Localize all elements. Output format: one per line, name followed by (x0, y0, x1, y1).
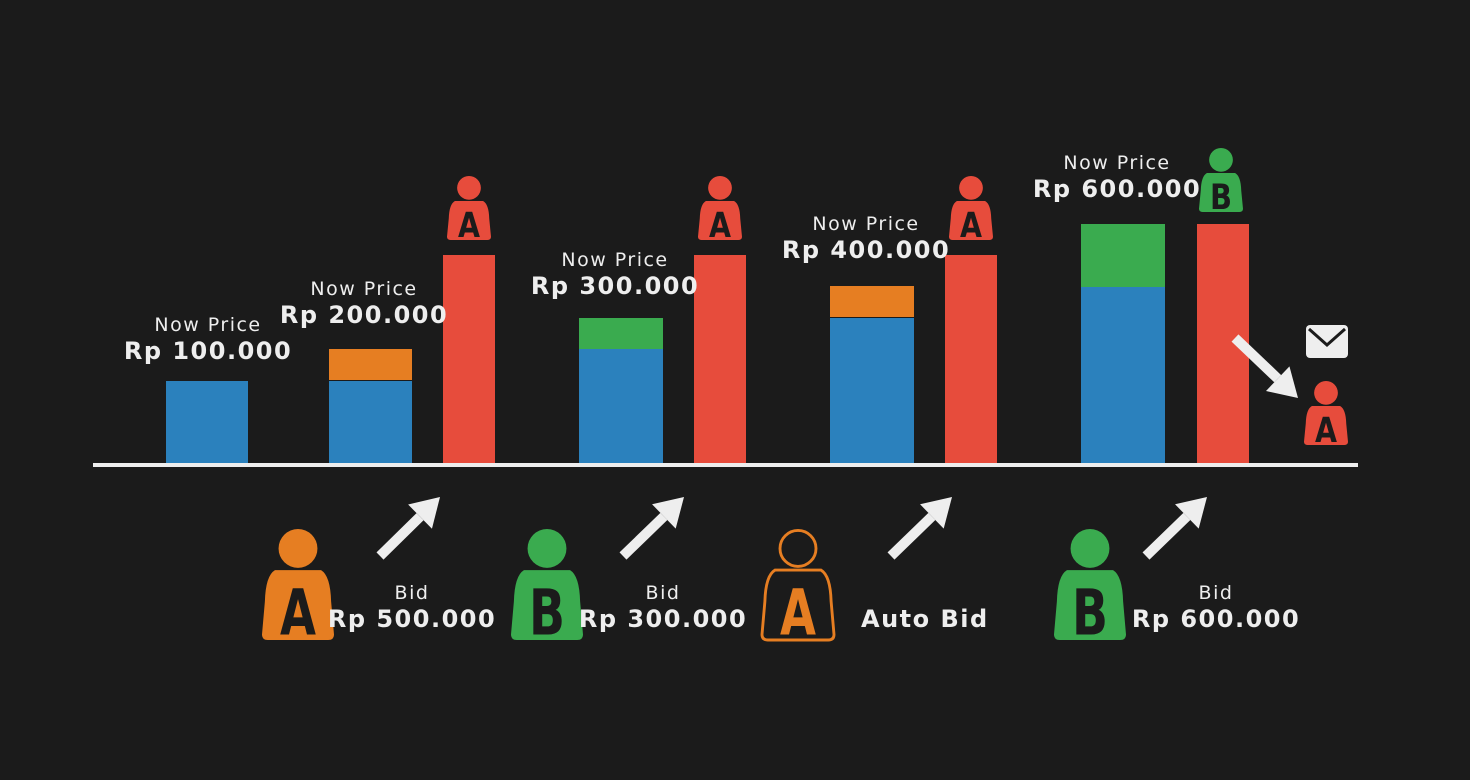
bid-4: Bid Rp 600.000 (1132, 582, 1300, 634)
top-bidder-person-icon: A (447, 176, 491, 246)
max-bid-bar (945, 255, 997, 465)
now-price-4: Now Price Rp 400.000 (782, 213, 950, 265)
arrow-down-right-icon (1231, 334, 1298, 398)
arrow-up-right-icon (1142, 497, 1207, 560)
envelope-icon (1306, 325, 1348, 358)
bid-value: Rp 500.000 (327, 605, 497, 633)
bidder-b-person-icon: B (1054, 529, 1126, 649)
notified-bidder-person-icon: A (1304, 381, 1348, 451)
bid-1: Bid Rp 500.000 (328, 582, 496, 634)
current-price-bar (166, 381, 248, 465)
top-bidder-person-icon: B (1199, 148, 1243, 218)
bid-label: Bid (394, 582, 430, 604)
top-bidder-person-icon: A (949, 176, 993, 246)
bid-2: Bid Rp 300.000 (579, 582, 747, 634)
bid-value: Rp 600.000 (1131, 605, 1301, 633)
now-price-value: Rp 200.000 (279, 301, 449, 329)
bidder-letter: A (458, 205, 480, 246)
bidder-b-increment (579, 318, 663, 349)
bidder-a-person-icon: A (262, 529, 334, 649)
current-price-bar (579, 349, 663, 465)
auto-bid-label: Auto Bid (861, 605, 989, 633)
bidder-a-increment (329, 349, 412, 380)
current-price-bar (329, 381, 412, 465)
now-price-value: Rp 400.000 (781, 236, 951, 264)
arrow-up-right-icon (887, 497, 952, 560)
bidder-a-increment (830, 286, 914, 317)
max-bid-bar (694, 255, 746, 465)
max-bid-bar (443, 255, 495, 465)
bid-label: Bid (1198, 582, 1234, 604)
bidder-b-increment (1081, 224, 1165, 287)
now-price-label: Now Price (310, 278, 418, 300)
current-price-bar (1081, 287, 1165, 465)
now-price-2: Now Price Rp 200.000 (280, 278, 448, 330)
current-price-bar (830, 318, 914, 465)
baseline (93, 463, 1358, 467)
now-price-label: Now Price (812, 213, 920, 235)
arrow-up-right-icon (619, 497, 684, 560)
bidder-letter: A (280, 576, 316, 649)
bidder-letter: A (709, 205, 731, 246)
top-bidder-person-icon: A (698, 176, 742, 246)
now-price-value: Rp 300.000 (530, 272, 700, 300)
arrow-up-right-icon (376, 497, 440, 560)
bidder-letter: B (1072, 576, 1108, 649)
now-price-5: Now Price Rp 600.000 (1033, 152, 1201, 204)
bidder-a-auto-person-icon: A (760, 529, 836, 649)
bidder-letter: B (1210, 177, 1232, 218)
now-price-1: Now Price Rp 100.000 (124, 314, 292, 366)
now-price-label: Now Price (1063, 152, 1171, 174)
bidder-letter: A (780, 576, 816, 649)
envelope-flap (1308, 327, 1346, 348)
now-price-value: Rp 600.000 (1032, 175, 1202, 203)
bid-label: Bid (645, 582, 681, 604)
bid-value: Rp 300.000 (578, 605, 748, 633)
bidder-letter: A (1315, 410, 1337, 451)
bidder-b-person-icon: B (511, 529, 583, 649)
now-price-label: Now Price (561, 249, 669, 271)
now-price-3: Now Price Rp 300.000 (531, 249, 699, 301)
now-price-value: Rp 100.000 (123, 337, 293, 365)
bidder-letter: A (960, 205, 982, 246)
now-price-label: Now Price (154, 314, 262, 336)
bidder-letter: B (529, 576, 565, 649)
